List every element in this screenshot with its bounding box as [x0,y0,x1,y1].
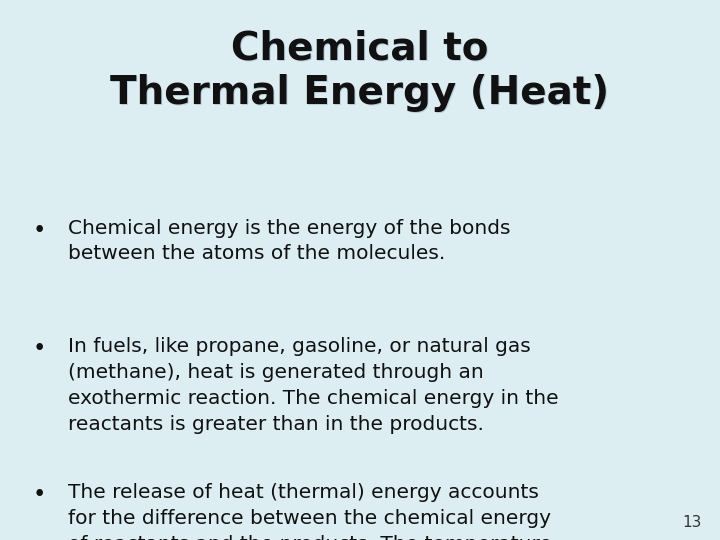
Text: In fuels, like propane, gasoline, or natural gas
(methane), heat is generated th: In fuels, like propane, gasoline, or nat… [68,338,559,434]
Text: The release of heat (thermal) energy accounts
for the difference between the che: The release of heat (thermal) energy acc… [68,483,552,540]
Text: Chemical to
Thermal Energy (Heat): Chemical to Thermal Energy (Heat) [110,30,610,112]
Text: •: • [33,338,46,361]
Text: •: • [33,483,46,507]
Text: Chemical to
Thermal Energy (Heat): Chemical to Thermal Energy (Heat) [111,31,611,113]
Text: •: • [33,219,46,242]
Text: Chemical energy is the energy of the bonds
between the atoms of the molecules.: Chemical energy is the energy of the bon… [68,219,511,264]
Text: 13: 13 [683,515,702,530]
